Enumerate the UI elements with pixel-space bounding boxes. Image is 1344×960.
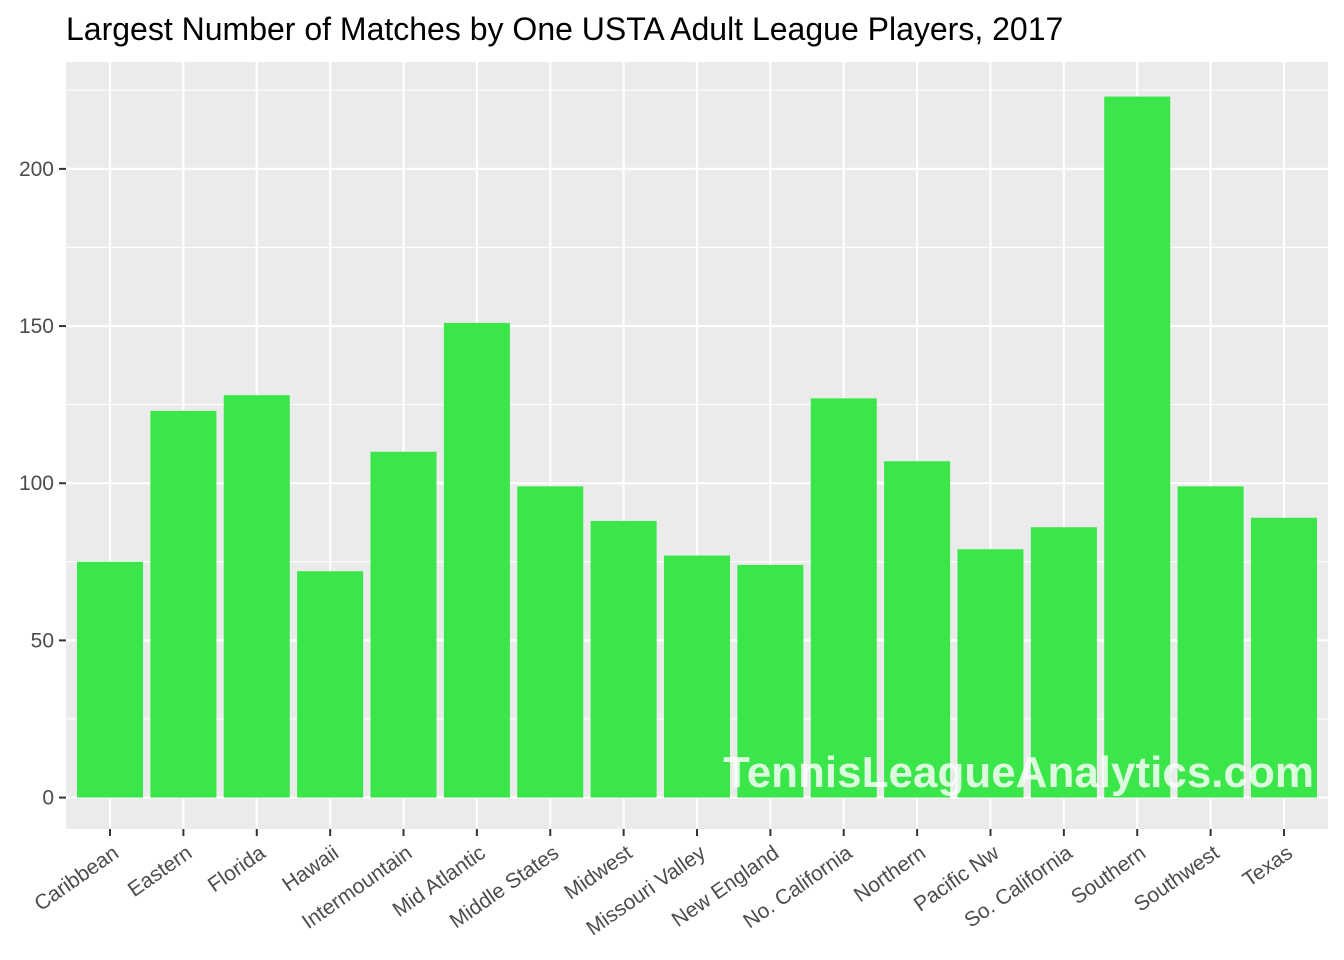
bar-new-england [737,564,804,798]
bar-no-california [810,398,877,798]
bar-eastern [150,410,217,798]
y-tick-label: 200 [19,158,54,181]
x-axis: Caribbean Eastern Florida HawaiiIntermounta… [30,829,1297,940]
bar-so-california [1030,527,1097,798]
bar-florida [223,395,290,798]
bar-texas [1250,517,1317,798]
y-tick-label: 100 [19,472,54,495]
watermark-text: TennisLeagueAnalytics.com [723,748,1314,797]
bar-southwest [1177,486,1244,798]
bar-middle-states [517,486,584,798]
x-tick-label: Florida [204,841,270,897]
bar-intermountain [370,451,437,798]
bar-caribbean [77,561,144,798]
y-axis: 0 50 100 150 200 [19,158,66,810]
bar-hawaii [297,571,364,798]
bar-northern [884,461,951,798]
bar-pacific-nw [957,549,1024,798]
chart-title: Largest Number of Matches by One USTA Ad… [66,11,1063,47]
bar-southern [1104,96,1171,798]
bar-missouri-valley [663,555,731,798]
bar-mid-atlantic [443,322,510,798]
y-tick-label: 50 [31,629,54,652]
x-tick-label: Caribbean [30,841,123,915]
bars-group [77,96,1317,798]
x-tick-label: Eastern [124,841,196,901]
y-tick-label: 150 [19,315,54,338]
bar-midwest [590,520,657,798]
x-tick-label: Hawaii [278,841,343,896]
y-tick-label: 0 [42,787,54,810]
x-tick-label: Texas [1239,841,1297,891]
